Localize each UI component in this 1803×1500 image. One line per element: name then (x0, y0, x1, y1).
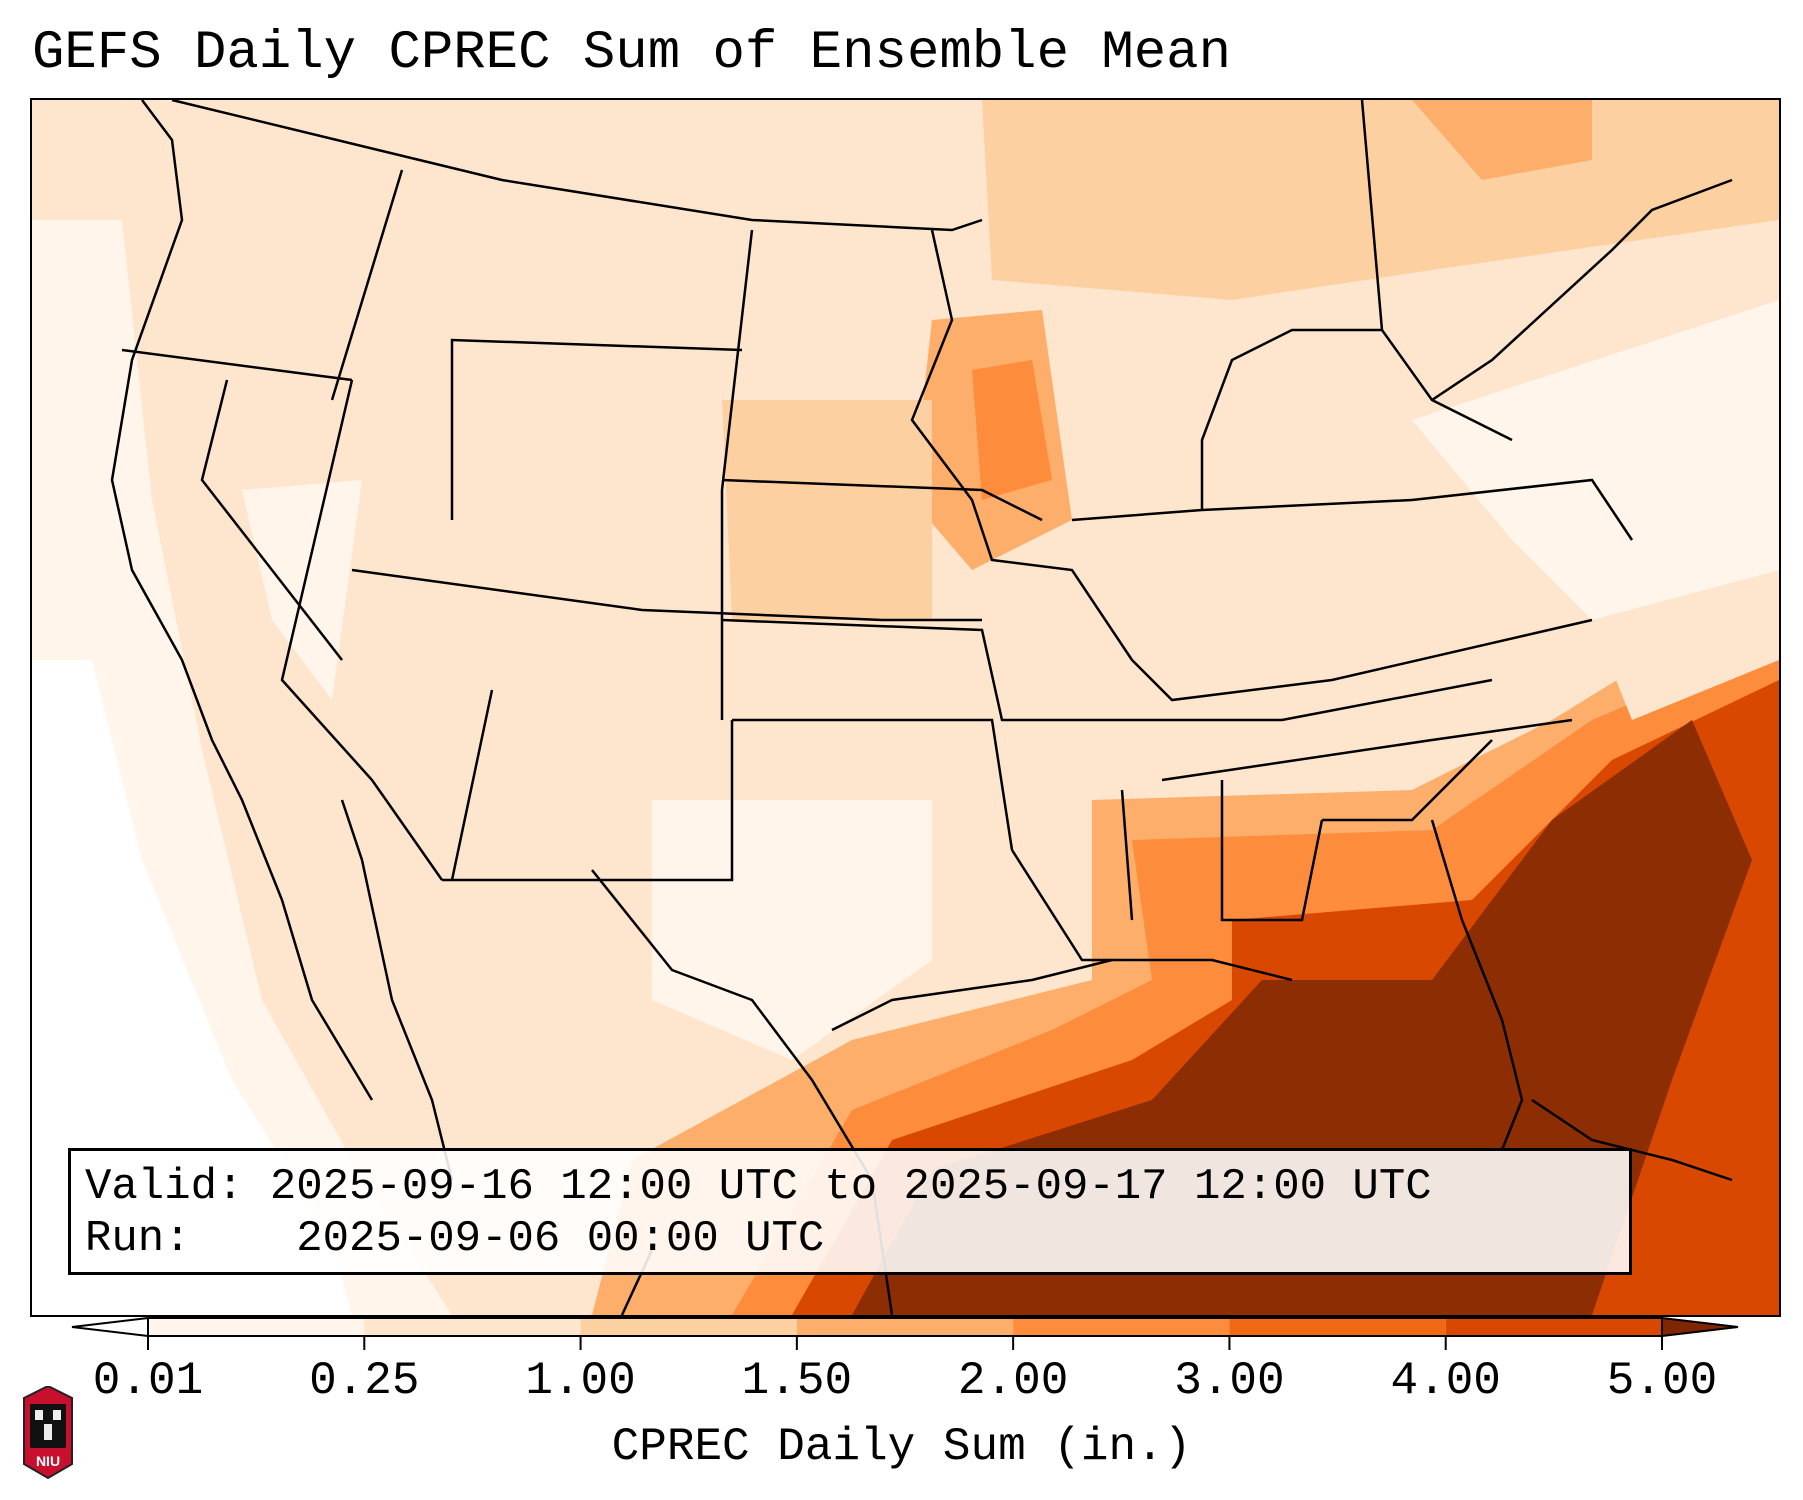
colorbar-tick-label: 1.50 (741, 1355, 853, 1407)
colorbar-under-arrow (71, 1316, 149, 1338)
colorbar-outline (147, 1317, 1663, 1337)
colorbar-segments (71, 1316, 1739, 1338)
colorbar-tick-label: 5.00 (1606, 1355, 1718, 1407)
colorbar-segment (580, 1318, 797, 1336)
colorbar-segment (796, 1318, 1014, 1336)
state-boundaries (110, 100, 1733, 1315)
colorbar-tick-label: 2.00 (957, 1355, 1069, 1407)
colorbar-tick-label: 0.01 (92, 1355, 204, 1407)
map-title: GEFS Daily CPREC Sum of Ensemble Mean (32, 23, 1231, 84)
logo-text: NIU (36, 1453, 60, 1469)
colorbar (71, 1316, 1739, 1350)
run-value: 2025-09-06 00:00 UTC (296, 1214, 825, 1264)
valid-label: Valid: (85, 1162, 244, 1212)
colorbar-ticks (147, 1336, 1663, 1350)
colorbar-segment (364, 1318, 581, 1336)
colorbar-over-arrow (1661, 1316, 1739, 1338)
colorbar-segment (1013, 1318, 1230, 1336)
validity-info-box: Valid: 2025-09-16 12:00 UTC to 2025-09-1… (68, 1148, 1632, 1275)
colorbar-segment (148, 1318, 365, 1336)
niu-logo-icon: NIU (23, 1386, 73, 1480)
colorbar-segment (1229, 1318, 1446, 1336)
valid-value: 2025-09-16 12:00 UTC to 2025-09-17 12:00… (269, 1162, 1432, 1212)
colorbar-tick-label: 4.00 (1390, 1355, 1501, 1407)
colorbar-tick-label: 3.00 (1174, 1355, 1285, 1407)
precip-field (32, 100, 1779, 1315)
colorbar-segment (1445, 1318, 1662, 1336)
colorbar-tick-label: 0.25 (309, 1355, 420, 1407)
precipitation-map (32, 100, 1779, 1315)
colorbar-label: CPREC Daily Sum (in.) (611, 1421, 1192, 1473)
map-panel[interactable] (30, 98, 1781, 1317)
colorbar-tick-label: 1.00 (525, 1355, 636, 1407)
run-label: Run: (85, 1214, 191, 1264)
